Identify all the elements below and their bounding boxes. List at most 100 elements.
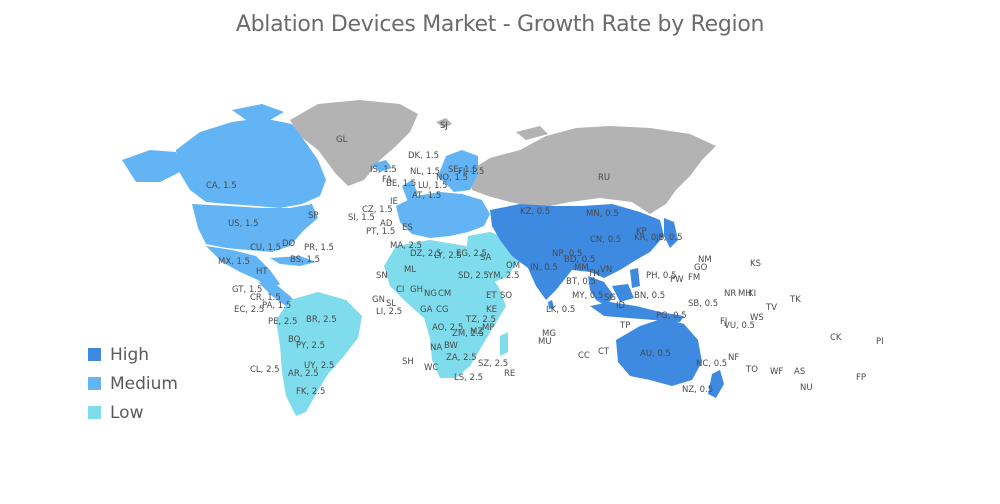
label-se: SE, 1.5 bbox=[448, 165, 478, 175]
region-madagascar[interactable] bbox=[500, 332, 508, 356]
region-south-america[interactable] bbox=[276, 292, 362, 416]
region-philippines[interactable] bbox=[630, 268, 640, 288]
legend-item-medium[interactable]: Medium bbox=[88, 369, 178, 398]
region-svalbard[interactable] bbox=[436, 118, 452, 128]
label-so: SO bbox=[500, 291, 512, 301]
label-vu: VU, 0.5 bbox=[724, 321, 755, 331]
label-gt: GT, 1.5 bbox=[232, 285, 262, 295]
region-australia[interactable] bbox=[616, 318, 702, 386]
region-new-zealand[interactable] bbox=[708, 370, 724, 398]
legend-label-high: High bbox=[110, 344, 150, 365]
label-ly: LY, 2.5 bbox=[434, 251, 462, 261]
label-bo: BO bbox=[288, 335, 301, 345]
label-et: ET bbox=[486, 291, 497, 301]
label-cn: CN, 0.5 bbox=[590, 235, 621, 245]
label-bs: BS, 1.5 bbox=[290, 255, 320, 265]
label-eg: EG, 2.5 bbox=[456, 249, 487, 259]
label-sd: SD, 2.5 bbox=[458, 271, 489, 281]
label-pa: PA, 1.5 bbox=[262, 301, 291, 311]
label-is: IS, 1.5 bbox=[370, 165, 397, 175]
label-wf: WF bbox=[770, 367, 783, 377]
region-caribbean[interactable] bbox=[270, 256, 316, 266]
label-om: OM bbox=[506, 261, 520, 271]
legend-label-low: Low bbox=[110, 402, 144, 423]
region-alaska[interactable] bbox=[122, 150, 180, 182]
label-kz: KZ, 0.5 bbox=[520, 207, 550, 217]
label-fk: FK, 2.5 bbox=[296, 387, 325, 397]
label-be: BE, 1.5 bbox=[386, 179, 416, 189]
legend-item-high[interactable]: High bbox=[88, 340, 178, 369]
region-canada[interactable] bbox=[176, 118, 326, 208]
region-mexico[interactable] bbox=[206, 246, 280, 290]
label-lu: LU, 1.5 bbox=[418, 181, 447, 191]
label-bw: BW bbox=[444, 341, 459, 351]
label-na: NA bbox=[430, 343, 442, 353]
label-zm: ZM, 2.5 bbox=[452, 329, 484, 339]
label-fi: FI, 1.5 bbox=[458, 167, 484, 177]
label-sj: SJ bbox=[440, 121, 448, 131]
region-southeast-asia[interactable] bbox=[588, 276, 614, 306]
label-to: TO bbox=[745, 365, 758, 375]
label-cg: CG bbox=[436, 305, 449, 315]
label-kr: KR, 0.5 bbox=[634, 233, 664, 243]
legend-swatch-high bbox=[88, 348, 101, 361]
label-ls: LS, 2.5 bbox=[454, 373, 483, 383]
label-no: NO, 1.5 bbox=[436, 173, 468, 183]
label-gh: GH bbox=[410, 285, 423, 295]
label-gl: GL bbox=[336, 135, 348, 145]
label-br: BR, 2.5 bbox=[306, 315, 337, 325]
region-greenland[interactable] bbox=[290, 100, 418, 186]
region-africa[interactable] bbox=[384, 240, 506, 378]
label-mm: MM bbox=[574, 263, 589, 273]
region-russia-north-island[interactable] bbox=[516, 126, 548, 140]
region-europe[interactable] bbox=[396, 192, 490, 238]
label-ct: CT bbox=[598, 347, 610, 357]
region-iceland[interactable] bbox=[372, 160, 392, 172]
label-mp: MP bbox=[482, 323, 494, 333]
legend-swatch-low bbox=[88, 406, 101, 419]
region-indonesia[interactable] bbox=[590, 302, 684, 322]
region-japan[interactable] bbox=[664, 218, 678, 248]
legend: High Medium Low bbox=[88, 340, 178, 427]
region-usa[interactable] bbox=[192, 204, 318, 252]
label-vn: VN bbox=[600, 265, 612, 275]
label-ph: PH, 0.5 bbox=[646, 271, 676, 281]
region-asia[interactable] bbox=[490, 204, 664, 300]
label-sa: SA bbox=[480, 253, 492, 263]
label-ks: KS bbox=[750, 259, 761, 269]
region-scandinavia[interactable] bbox=[438, 150, 478, 192]
label-tz: TZ, 2.5 bbox=[465, 315, 496, 325]
label-cu: CU, 1.5 bbox=[250, 243, 281, 253]
label-ru: RU bbox=[598, 173, 610, 183]
label-si: SI, 1.5 bbox=[348, 213, 375, 223]
legend-label-medium: Medium bbox=[110, 373, 178, 394]
region-russia[interactable] bbox=[468, 126, 716, 214]
label-uy: UY, 2.5 bbox=[304, 361, 334, 371]
label-pr: PR, 1.5 bbox=[304, 243, 334, 253]
label-go: GO bbox=[694, 263, 708, 273]
region-uk[interactable] bbox=[402, 180, 418, 202]
label-nl: NL, 1.5 bbox=[410, 167, 440, 177]
region-arctic-islands[interactable] bbox=[232, 104, 284, 120]
label-li: LI, 2.5 bbox=[376, 307, 402, 317]
legend-item-low[interactable]: Low bbox=[88, 398, 178, 427]
label-tk: TK bbox=[789, 295, 801, 305]
label-mn: MN, 0.5 bbox=[586, 209, 619, 219]
label-my: MY, 0.5 bbox=[572, 291, 603, 301]
chart-title: Ablation Devices Market - Growth Rate by… bbox=[235, 12, 765, 37]
label-dk: DK, 1.5 bbox=[408, 151, 439, 161]
region-borneo[interactable] bbox=[612, 284, 634, 302]
region-central-america[interactable] bbox=[258, 282, 298, 306]
label-pt: PT, 1.5 bbox=[366, 227, 395, 237]
label-nm: NM bbox=[698, 255, 712, 265]
label-ie: IE bbox=[390, 197, 398, 207]
label-pe: PE, 2.5 bbox=[268, 317, 297, 327]
label-re: RE bbox=[504, 369, 515, 379]
label-mu: MU bbox=[538, 337, 552, 347]
label-pi: PI bbox=[876, 337, 884, 347]
label-sb: SB, 0.5 bbox=[688, 299, 718, 309]
region-sri-lanka[interactable] bbox=[548, 300, 554, 309]
label-fa: FA bbox=[382, 175, 392, 185]
label-mx: MX, 1.5 bbox=[218, 257, 250, 267]
label-ml: ML bbox=[404, 265, 416, 275]
